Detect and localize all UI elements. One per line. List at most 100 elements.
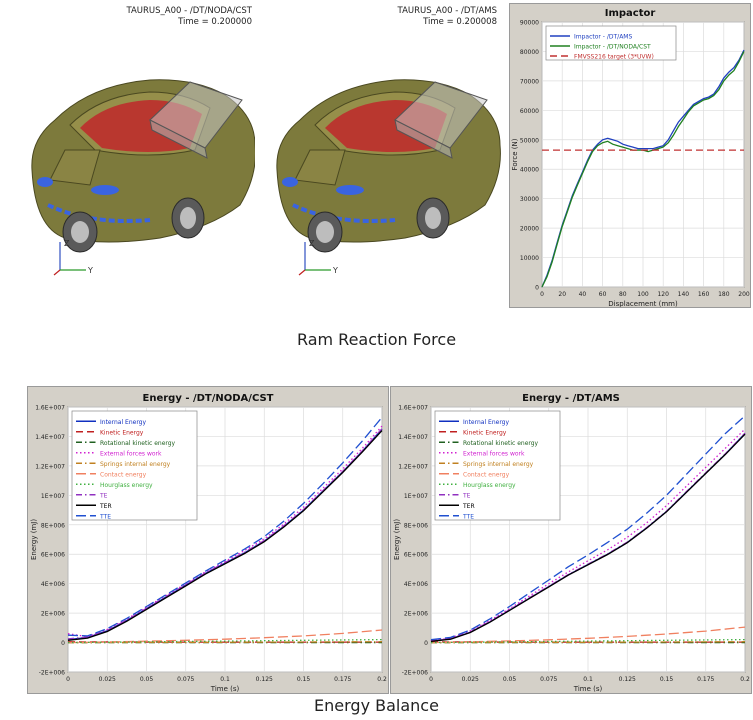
x-tick-label: 0 (429, 676, 433, 683)
y-tick-label: 1.6E+007 (398, 405, 428, 412)
series-line (67, 629, 383, 644)
headlight (37, 177, 53, 187)
chart-title: Energy - /DT/AMS (522, 393, 620, 404)
x-tick-label: 0.075 (540, 676, 557, 683)
axis-y-label: Y (87, 266, 93, 275)
energy-chart-ams: Energy - /DT/AMS 0 0.025 0.05 0.075 0.1 0.125 0… (393, 393, 750, 693)
legend-entry: Contact energy (463, 471, 510, 478)
car-illustration (31, 79, 256, 253)
y-tick-label: 20000 (520, 226, 539, 233)
legend-entry: TE (99, 492, 108, 499)
y-tick-label: 1E+007 (404, 493, 428, 500)
y-axis-label: Energy (mJ) (30, 519, 38, 560)
legend-entry: Springs internal energy (100, 461, 171, 468)
y-tick-label: 70000 (520, 78, 539, 85)
y-tick-label: 8E+006 (41, 522, 65, 529)
legend-box (71, 410, 198, 521)
y-tick-label: 1.4E+007 (398, 434, 428, 441)
chart-title: Energy - /DT/NODA/CST (143, 393, 274, 404)
x-tick-label: 0.075 (177, 676, 194, 683)
y-tick-label: 2E+006 (404, 611, 428, 618)
series-group (541, 49, 745, 288)
series-line (67, 416, 383, 637)
axis-y-label: Y (332, 266, 338, 275)
x-tick-label: 0.1 (583, 676, 593, 683)
x-tick-label: 80 (619, 291, 627, 298)
y-tick-label: 6E+006 (404, 552, 428, 559)
y-tick-label: 0 (535, 285, 539, 292)
x-tick-label: 0.2 (740, 676, 750, 683)
car-model-render: Z Y (31, 79, 256, 276)
sim-title-line1: TAURUS_A00 - /DT/AMS (397, 6, 497, 16)
y-tick-label: 1E+007 (41, 493, 65, 500)
y-tick-label: 0 (424, 640, 428, 647)
legend-entry: TER (462, 503, 475, 510)
legend-entry: Rotational kinetic energy (100, 440, 176, 447)
x-tick-label: 0.1 (220, 676, 230, 683)
series-line (430, 433, 746, 643)
energy-chart-ams-panel: Energy - /DT/AMS 0 0.025 0.05 0.075 0.1 0.125 0… (390, 386, 752, 694)
front-bumper (292, 203, 396, 223)
legend-entry: TTE (99, 513, 111, 520)
axis-z-label: Z (309, 239, 315, 248)
impactor-chart-panel: Impactor 0 20 40 60 80 100 120 140 160 180 200 0 1000… (509, 3, 751, 308)
series-line (67, 428, 383, 640)
series-group (67, 416, 383, 644)
axis-triad: Z Y (53, 239, 93, 276)
legend-entry: Springs internal energy (463, 461, 534, 468)
y-tick-label: 10000 (520, 255, 539, 262)
sim-view-ams: TAURUS_A00 - /DT/AMS Time = 0.200008 Z Y (255, 0, 505, 290)
axis-triad: Z Y (298, 239, 338, 276)
x-tick-label: 0.05 (503, 676, 517, 683)
legend-box (434, 410, 561, 521)
sim-view-noda: TAURUS_A00 - /DT/NODA/CST Time = 0.20000… (10, 0, 260, 290)
y-tick-label: 90000 (520, 20, 539, 27)
legend-entry: Impactor - /DT/NODA/CST (574, 44, 651, 51)
legend-entry: Kinetic Energy (100, 429, 144, 436)
x-axis-label: Time (s) (573, 685, 603, 693)
y-tick-label: 40000 (520, 167, 539, 174)
x-tick-label: 0.025 (462, 676, 479, 683)
y-tick-label: -2E+006 (402, 670, 428, 677)
axis-z-label: Z (64, 239, 70, 248)
x-tick-label: 0.125 (619, 676, 636, 683)
windshield-frame (49, 149, 101, 186)
windshield-frame (294, 149, 346, 186)
y-tick-label: 6E+006 (41, 552, 65, 559)
side-marker (91, 185, 119, 195)
impactor-chart: Impactor 0 20 40 60 80 100 120 140 160 180 200 0 1000… (511, 8, 750, 308)
sim-title-line2: Time = 0.200008 (423, 17, 497, 27)
y-tick-label: -2E+006 (39, 670, 65, 677)
sim-title-line1: TAURUS_A00 - /DT/NODA/CST (126, 6, 252, 16)
x-tick-label: 0.15 (297, 676, 311, 683)
legend-entry: Hourglass energy (463, 482, 516, 489)
x-tick-label: 0.05 (140, 676, 154, 683)
x-axis-label: Time (s) (210, 685, 240, 693)
legend-entry: External forces work (463, 450, 525, 457)
sim-view-title: TAURUS_A00 - /DT/AMS Time = 0.200008 (398, 6, 497, 28)
x-tick-label: 200 (738, 291, 750, 298)
series-group (430, 415, 746, 644)
series-line (67, 430, 383, 641)
series-line (67, 425, 383, 638)
sim-view-title: TAURUS_A00 - /DT/NODA/CST Time = 0.20000… (126, 6, 252, 28)
car-illustration (276, 79, 501, 253)
y-axis-label: Energy (mJ) (393, 519, 401, 560)
y-axis-label: Force (N) (511, 138, 519, 170)
x-tick-label: 0.175 (697, 676, 714, 683)
x-tick-label: 0.175 (334, 676, 351, 683)
energy-chart-noda-panel: Energy - /DT/NODA/CST 0 0.025 0.05 0.075 0.1 0… (27, 386, 389, 694)
front-bumper (47, 203, 151, 223)
legend-entry: Rotational kinetic energy (463, 440, 539, 447)
y-tick-label: 50000 (520, 137, 539, 144)
y-tick-label: 1.6E+007 (35, 405, 65, 412)
y-tick-label: 30000 (520, 196, 539, 203)
legend-entry: TER (99, 503, 112, 510)
y-tick-label: 1.2E+007 (35, 463, 65, 470)
series-line (430, 638, 746, 644)
caption-energy-balance: Energy Balance (314, 696, 439, 715)
sim-title-line2: Time = 0.200000 (178, 17, 252, 27)
series-line (67, 638, 383, 644)
y-tick-label: 60000 (520, 108, 539, 115)
x-tick-label: 120 (657, 291, 669, 298)
